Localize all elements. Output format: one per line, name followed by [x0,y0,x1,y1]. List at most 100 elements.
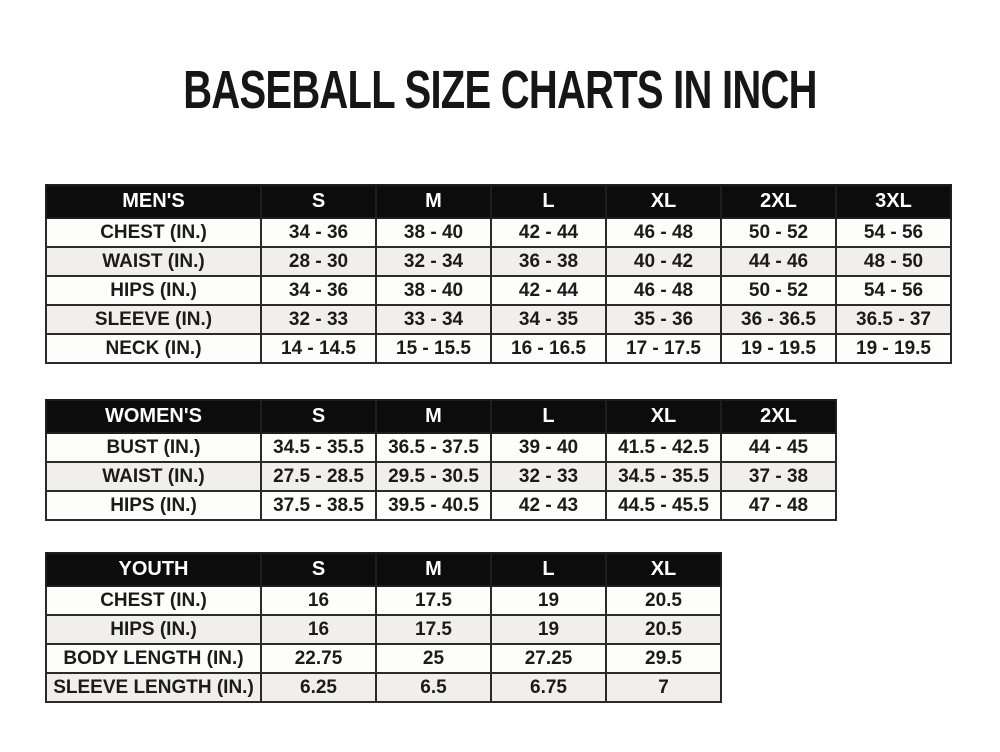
size-value-cell: 48 - 50 [835,246,952,277]
page-title: BASEBALL SIZE CHARTS IN INCH [183,60,817,120]
measurement-label-cell: HIPS (IN.) [45,275,262,306]
size-value-cell: 19 [490,585,607,616]
size-value-cell: 36 - 38 [490,246,607,277]
size-header-cell: S [260,399,377,434]
size-value-cell: 34 - 35 [490,304,607,335]
category-header-cell: YOUTH [45,552,262,587]
size-value-cell: 46 - 48 [605,275,722,306]
size-value-cell: 14 - 14.5 [260,333,377,364]
table-row: BODY LENGTH (IN.) 22.75 25 27.25 29.5 [45,643,722,674]
size-value-cell: 22.75 [260,643,377,674]
size-value-cell: 27.5 - 28.5 [260,461,377,492]
size-value-cell: 46 - 48 [605,217,722,248]
table-row: HIPS (IN.) 16 17.5 19 20.5 [45,614,722,645]
size-value-cell: 41.5 - 42.5 [605,432,722,463]
size-value-cell: 6.25 [260,672,377,703]
size-value-cell: 6.5 [375,672,492,703]
measurement-label-cell: SLEEVE LENGTH (IN.) [45,672,262,703]
size-value-cell: 34 - 36 [260,217,377,248]
size-header-cell: M [375,184,492,219]
measurement-label-cell: CHEST (IN.) [45,585,262,616]
size-header-cell: 3XL [835,184,952,219]
header-row: MEN'S S M L XL 2XL 3XL [45,184,952,219]
size-value-cell: 28 - 30 [260,246,377,277]
table-row: WAIST (IN.) 28 - 30 32 - 34 36 - 38 40 - 42 4… [45,246,952,277]
measurement-label-cell: SLEEVE (IN.) [45,304,262,335]
size-value-cell: 42 - 44 [490,275,607,306]
table-row: HIPS (IN.) 34 - 36 38 - 40 42 - 44 46 - 48 50… [45,275,952,306]
size-header-cell: L [490,184,607,219]
size-value-cell: 37 - 38 [720,461,837,492]
size-header-cell: S [260,552,377,587]
size-header-cell: S [260,184,377,219]
measurement-label-cell: WAIST (IN.) [45,461,262,492]
womens-size-table: WOMEN'S S M L XL 2XL BUST (IN.) 34.5 - 35.5 36.5… [45,399,837,521]
size-value-cell: 36.5 - 37 [835,304,952,335]
size-header-cell: M [375,552,492,587]
size-value-cell: 44 - 45 [720,432,837,463]
size-value-cell: 38 - 40 [375,275,492,306]
size-header-cell: XL [605,184,722,219]
size-header-cell: 2XL [720,399,837,434]
measurement-label-cell: WAIST (IN.) [45,246,262,277]
size-value-cell: 44.5 - 45.5 [605,490,722,521]
size-header-cell: 2XL [720,184,837,219]
table-row: CHEST (IN.) 34 - 36 38 - 40 42 - 44 46 - 48 5… [45,217,952,248]
measurement-label-cell: CHEST (IN.) [45,217,262,248]
size-value-cell: 36.5 - 37.5 [375,432,492,463]
size-value-cell: 39 - 40 [490,432,607,463]
size-value-cell: 32 - 33 [490,461,607,492]
size-value-cell: 25 [375,643,492,674]
size-value-cell: 34.5 - 35.5 [260,432,377,463]
table-row: CHEST (IN.) 16 17.5 19 20.5 [45,585,722,616]
size-value-cell: 36 - 36.5 [720,304,837,335]
size-header-cell: XL [605,399,722,434]
size-value-cell: 19 - 19.5 [720,333,837,364]
table-row: HIPS (IN.) 37.5 - 38.5 39.5 - 40.5 42 - 43 4… [45,490,837,521]
size-value-cell: 42 - 43 [490,490,607,521]
size-value-cell: 34.5 - 35.5 [605,461,722,492]
size-value-cell: 20.5 [605,585,722,616]
size-header-cell: XL [605,552,722,587]
size-value-cell: 17 - 17.5 [605,333,722,364]
size-value-cell: 50 - 52 [720,217,837,248]
size-header-cell: L [490,552,607,587]
measurement-label-cell: BODY LENGTH (IN.) [45,643,262,674]
category-header-cell: WOMEN'S [45,399,262,434]
measurement-label-cell: NECK (IN.) [45,333,262,364]
size-value-cell: 40 - 42 [605,246,722,277]
size-value-cell: 19 - 19.5 [835,333,952,364]
size-value-cell: 33 - 34 [375,304,492,335]
size-value-cell: 27.25 [490,643,607,674]
size-value-cell: 34 - 36 [260,275,377,306]
size-value-cell: 15 - 15.5 [375,333,492,364]
size-value-cell: 32 - 33 [260,304,377,335]
table-row: BUST (IN.) 34.5 - 35.5 36.5 - 37.5 39 - 40 4… [45,432,837,463]
size-value-cell: 50 - 52 [720,275,837,306]
size-value-cell: 39.5 - 40.5 [375,490,492,521]
measurement-label-cell: BUST (IN.) [45,432,262,463]
mens-size-table: MEN'S S M L XL 2XL 3XL CHEST (IN.) 34 - 36 38 - 4… [45,184,952,364]
table-row: WAIST (IN.) 27.5 - 28.5 29.5 - 30.5 32 - 33… [45,461,837,492]
header-row: WOMEN'S S M L XL 2XL [45,399,837,434]
table-row: NECK (IN.) 14 - 14.5 15 - 15.5 16 - 16.5 17 … [45,333,952,364]
category-header-cell: MEN'S [45,184,262,219]
size-value-cell: 32 - 34 [375,246,492,277]
size-value-cell: 7 [605,672,722,703]
size-value-cell: 29.5 [605,643,722,674]
size-header-cell: M [375,399,492,434]
size-value-cell: 29.5 - 30.5 [375,461,492,492]
measurement-label-cell: HIPS (IN.) [45,490,262,521]
size-value-cell: 54 - 56 [835,275,952,306]
size-value-cell: 44 - 46 [720,246,837,277]
size-value-cell: 16 - 16.5 [490,333,607,364]
size-header-cell: L [490,399,607,434]
size-value-cell: 20.5 [605,614,722,645]
size-value-cell: 17.5 [375,614,492,645]
size-value-cell: 47 - 48 [720,490,837,521]
size-value-cell: 54 - 56 [835,217,952,248]
size-value-cell: 16 [260,614,377,645]
size-value-cell: 6.75 [490,672,607,703]
youth-size-table: YOUTH S M L XL CHEST (IN.) 16 17.5 19 20.5 HIPS (I… [45,552,722,703]
size-value-cell: 19 [490,614,607,645]
